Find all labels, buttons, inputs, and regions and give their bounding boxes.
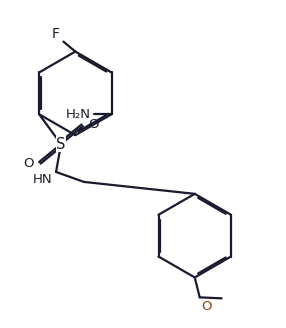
Text: O: O	[24, 157, 34, 171]
Text: F: F	[51, 27, 59, 41]
Text: O: O	[88, 118, 98, 131]
Text: HN: HN	[32, 173, 52, 186]
Text: S: S	[56, 136, 66, 152]
Text: O: O	[202, 300, 212, 313]
Text: H₂N: H₂N	[65, 108, 91, 121]
